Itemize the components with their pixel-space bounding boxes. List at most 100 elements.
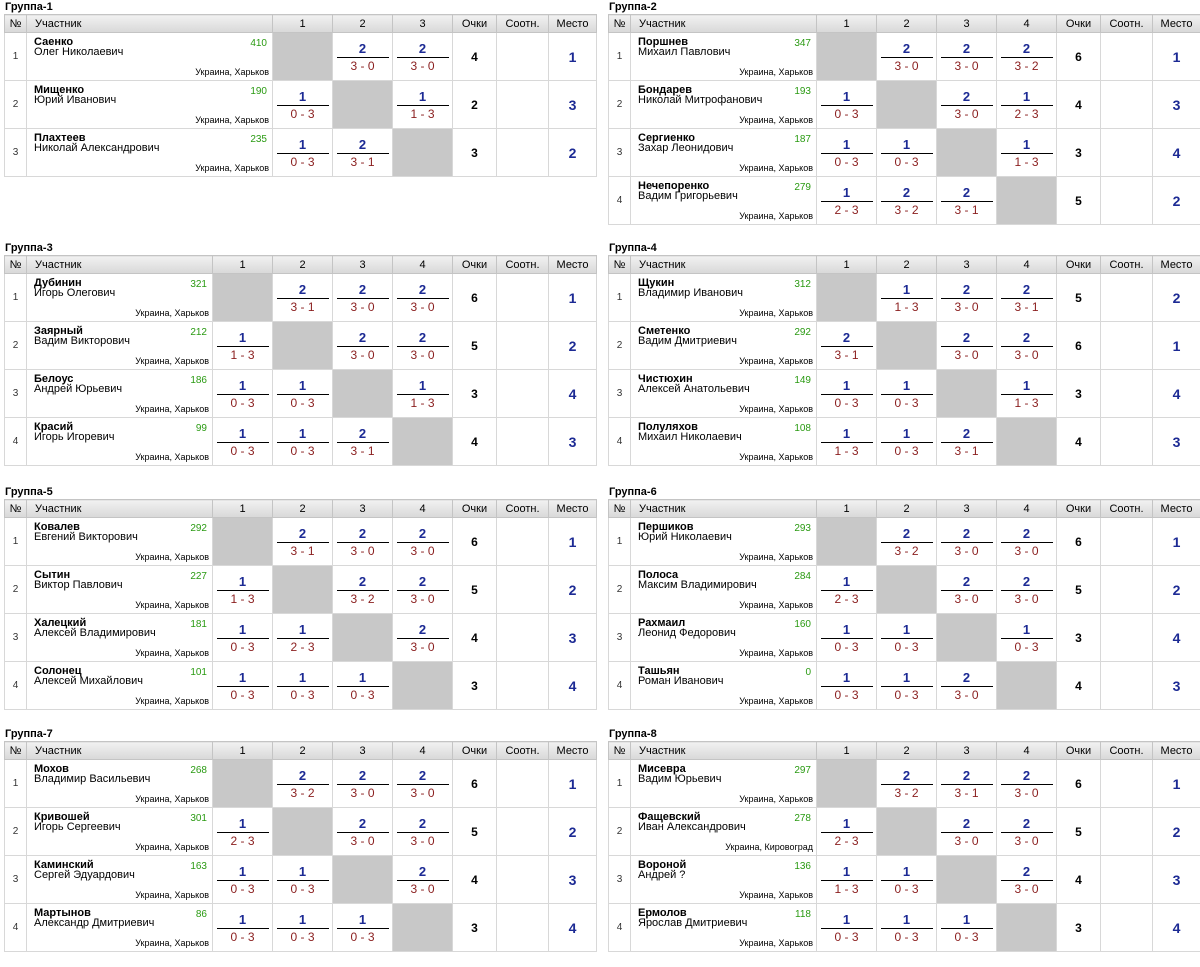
- match-score: 0 - 3: [894, 395, 919, 410]
- match-score: 3 - 1: [290, 299, 315, 314]
- row-number: 4: [4, 661, 27, 710]
- participant-surname[interactable]: Красий: [34, 421, 74, 433]
- col-header-number: №: [608, 14, 631, 33]
- participant-surname[interactable]: Поршнев: [638, 36, 689, 48]
- table-row: 4 Ермолов Ярослав Дмитриевич 118 Украина, Ха…: [608, 903, 1200, 952]
- header-row: № Участник 1 2 3 4 Очки Соотн. Место: [4, 741, 597, 760]
- participant-surname[interactable]: Дубинин: [34, 277, 82, 289]
- match-points: 2: [396, 816, 449, 833]
- group-4-panel: Группа-4 № Участник 1 2 3 4 Очки Соотн. Место 1 Щук…: [608, 242, 1200, 466]
- col-header-opponent: 3: [392, 14, 453, 33]
- col-header-opponent: 1: [212, 499, 273, 518]
- row-number: 3: [608, 613, 631, 662]
- participant-city: Украина, Харьков: [739, 67, 813, 77]
- participant-surname[interactable]: Саенко: [34, 36, 74, 48]
- self-match-cell: [996, 661, 1057, 710]
- participant-surname[interactable]: Полоса: [638, 569, 679, 581]
- participant-surname[interactable]: Кривошей: [34, 811, 90, 823]
- participant-surname[interactable]: Мартынов: [34, 907, 91, 919]
- header-row: № Участник 1 2 3 4 Очки Соотн. Место: [608, 499, 1200, 518]
- match-score: 0 - 3: [894, 443, 919, 458]
- col-header-ratio: Соотн.: [496, 255, 549, 274]
- table-row: 2 Мищенко Юрий Иванович 190 Украина, Харьков…: [4, 80, 597, 129]
- ratio-cell: [496, 369, 549, 418]
- participant-surname[interactable]: Мисевра: [638, 763, 686, 775]
- ratio-cell: [1100, 128, 1153, 177]
- ratio-cell: [1100, 80, 1153, 129]
- place-cell: 3: [548, 613, 597, 662]
- points-cell: 3: [1056, 369, 1101, 418]
- participant-surname[interactable]: Полуляхов: [638, 421, 698, 433]
- participant-rating: 292: [794, 327, 811, 338]
- points-cell: 3: [452, 661, 497, 710]
- participant-surname[interactable]: Мохов: [34, 763, 69, 775]
- match-points: 1: [820, 670, 873, 687]
- col-header-points: Очки: [1056, 255, 1101, 274]
- participant-surname[interactable]: Сергиенко: [638, 132, 695, 144]
- self-match-cell: [392, 417, 453, 466]
- participant-surname[interactable]: Ермолов: [638, 907, 687, 919]
- match-points: 1: [880, 137, 933, 154]
- participant-city: Украина, Харьков: [739, 696, 813, 706]
- participant-surname[interactable]: Бондарев: [638, 84, 692, 96]
- participant-surname[interactable]: Ковалев: [34, 521, 80, 533]
- group-table: № Участник 1 2 3 4 Очки Соотн. Место 1 Щукин Владим…: [608, 255, 1200, 466]
- participant-surname[interactable]: Щукин: [638, 277, 675, 289]
- points-cell: 4: [1056, 661, 1101, 710]
- col-header-opponent: 1: [816, 499, 877, 518]
- match-points: 1: [820, 426, 873, 443]
- participant-surname[interactable]: Вороной: [638, 859, 687, 871]
- participant-surname[interactable]: Заярный: [34, 325, 83, 337]
- participant-surname[interactable]: Сметенко: [638, 325, 691, 337]
- ratio-cell: [1100, 517, 1153, 566]
- participant-surname[interactable]: Чистюхин: [638, 373, 693, 385]
- participant-surname[interactable]: Першиков: [638, 521, 694, 533]
- participant-surname[interactable]: Ташьян: [638, 665, 680, 677]
- participant-surname[interactable]: Мищенко: [34, 84, 85, 96]
- points-cell: 5: [1056, 176, 1101, 225]
- match-score: 3 - 0: [410, 543, 435, 558]
- participant-cell: Дубинин Игорь Олегович 321 Украина, Харьков: [26, 273, 213, 322]
- participant-surname[interactable]: Сытин: [34, 569, 71, 581]
- participant-rating: 86: [195, 909, 207, 920]
- participant-surname[interactable]: Плахтеев: [34, 132, 86, 144]
- participant-surname[interactable]: Каминский: [34, 859, 94, 871]
- match-points: 2: [396, 768, 449, 785]
- participant-cell: Мисевра Вадим Юрьевич 297 Украина, Харьков: [630, 759, 817, 808]
- participant-surname[interactable]: Рахмаил: [638, 617, 686, 629]
- match-score: 3 - 0: [954, 58, 979, 73]
- col-header-opponent: 1: [816, 14, 877, 33]
- participant-surname[interactable]: Нечепоренко: [638, 180, 710, 192]
- self-match-cell: [332, 369, 393, 418]
- match-score: 3 - 1: [1014, 299, 1039, 314]
- col-header-ratio: Соотн.: [1100, 499, 1153, 518]
- match-score: 2 - 3: [290, 639, 315, 654]
- row-number: 4: [608, 903, 631, 952]
- participant-surname[interactable]: Белоус: [34, 373, 74, 385]
- match-points: 1: [820, 816, 873, 833]
- match-score: 3 - 0: [1014, 833, 1039, 848]
- participant-surname[interactable]: Халецкий: [34, 617, 87, 629]
- participant-surname[interactable]: Солонец: [34, 665, 82, 677]
- participant-surname[interactable]: Фащевский: [638, 811, 701, 823]
